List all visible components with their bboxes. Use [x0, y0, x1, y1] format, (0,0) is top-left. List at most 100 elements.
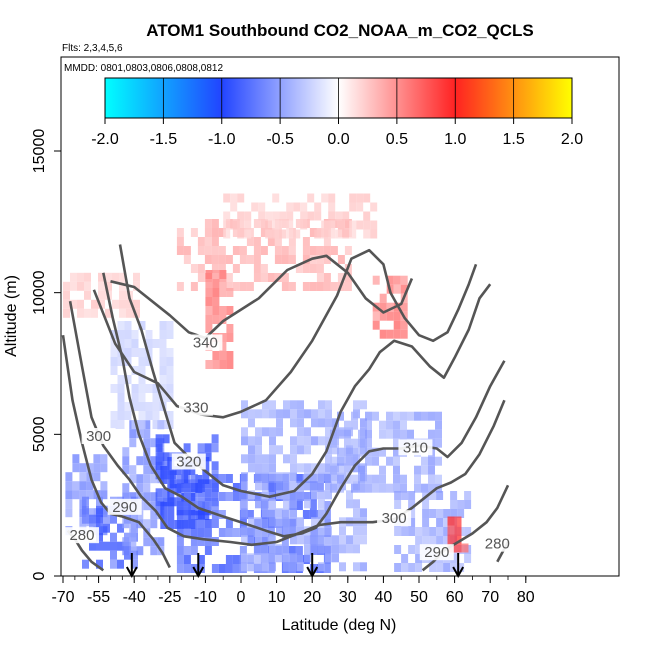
anomaly-field — [63, 193, 472, 573]
contour-label-300: 300 — [382, 510, 407, 527]
anomaly-cell — [351, 420, 358, 430]
anomaly-cell — [330, 438, 337, 448]
anomaly-cell — [72, 454, 80, 464]
anomaly-cell — [93, 454, 101, 464]
anomaly-cell — [159, 393, 167, 402]
anomaly-cell — [269, 544, 276, 554]
anomaly-cell — [176, 228, 184, 237]
anomaly-cell — [122, 465, 130, 475]
y-tick-label: 5000 — [31, 416, 48, 452]
colorbar-tick-label: 2.0 — [561, 131, 583, 148]
anomaly-cell — [82, 505, 89, 515]
contour-labels: 340 330 320 310 300 300 290 290 280 280 — [64, 334, 515, 561]
anomaly-cell — [72, 481, 80, 491]
anomaly-cell — [143, 537, 151, 547]
anomaly-cell — [260, 264, 268, 273]
anomaly-cell — [335, 229, 343, 239]
anomaly-cell — [346, 544, 353, 554]
anomaly-cell — [117, 402, 125, 411]
contour-line-340 — [110, 254, 414, 340]
anomaly-cell — [96, 523, 103, 533]
anomaly-cell — [358, 483, 365, 493]
anomaly-cell — [356, 193, 364, 203]
anomaly-cell — [91, 299, 98, 309]
anomaly-cell — [386, 483, 393, 493]
anomaly-cell — [353, 526, 360, 536]
anomaly-cell — [436, 536, 444, 545]
anomaly-cell — [225, 282, 233, 291]
anomaly-cell — [260, 228, 268, 237]
anomaly-cell — [110, 420, 118, 429]
anomaly-cell — [93, 472, 101, 482]
anomaly-cell — [255, 553, 262, 563]
anomaly-cell — [447, 516, 455, 526]
anomaly-cell — [253, 255, 261, 264]
anomaly-cell — [337, 474, 344, 484]
anomaly-cell — [272, 193, 280, 203]
anomaly-cell — [393, 329, 401, 339]
anomaly-cell — [436, 518, 444, 527]
anomaly-cell — [365, 429, 372, 439]
anomaly-cell — [304, 499, 311, 509]
anomaly-cell — [122, 483, 130, 493]
anomaly-cell — [394, 545, 402, 554]
anomaly-cell — [119, 299, 126, 309]
anomaly-cell — [223, 193, 231, 203]
colorbar-tick-label: 1.5 — [503, 131, 525, 148]
anomaly-cell — [117, 393, 125, 402]
anomaly-cell — [330, 246, 338, 255]
anomaly-cell — [232, 483, 240, 492]
anomaly-cell — [218, 510, 226, 519]
anomaly-cell — [176, 555, 184, 564]
anomaly-cell — [237, 220, 245, 230]
anomaly-cell — [325, 454, 332, 464]
anomaly-cell — [408, 527, 416, 536]
anomaly-cell — [300, 211, 308, 221]
anomaly-cell — [166, 348, 174, 357]
anomaly-cell — [408, 500, 416, 509]
anomaly-cell — [232, 246, 240, 255]
red-anomaly-region — [223, 193, 378, 239]
anomaly-cell — [328, 202, 336, 212]
anomaly-cell — [464, 527, 472, 536]
anomaly-cell — [219, 288, 227, 297]
anomaly-cell — [166, 375, 174, 384]
anomaly-cell — [379, 302, 387, 312]
anomaly-cell — [342, 211, 350, 221]
anomaly-cell — [211, 434, 219, 444]
anomaly-cell — [269, 499, 276, 509]
anomaly-cell — [302, 510, 310, 519]
anomaly-cell — [269, 535, 276, 545]
anomaly-cell — [72, 463, 80, 473]
anomaly-cell — [241, 508, 248, 518]
anomaly-cell — [290, 481, 297, 491]
anomaly-cell — [400, 275, 408, 285]
anomaly-cell — [316, 246, 324, 255]
anomaly-cell — [286, 211, 294, 221]
anomaly-cell — [344, 219, 352, 228]
anomaly-cell — [176, 546, 184, 555]
anomaly-cell — [309, 246, 317, 255]
anomaly-cell — [129, 438, 137, 448]
anomaly-cell — [212, 315, 220, 324]
anomaly-cell — [183, 443, 191, 453]
anomaly-cell — [124, 402, 132, 411]
anomaly-cell — [304, 553, 311, 563]
anomaly-cell — [212, 360, 220, 369]
anomaly-cell — [176, 501, 184, 510]
anomaly-cell — [174, 466, 182, 475]
anomaly-cell — [283, 517, 290, 527]
anomaly-cell — [72, 490, 80, 500]
chart-title: ATOM1 Southbound CO2_NOAA_m_CO2_QCLS — [146, 21, 534, 40]
anomaly-cell — [353, 499, 360, 509]
anomaly-cell — [408, 545, 416, 554]
anomaly-cell — [450, 509, 458, 518]
anomaly-cell — [188, 466, 196, 475]
anomaly-cell — [241, 535, 248, 545]
anomaly-cell — [143, 420, 151, 430]
anomaly-cell — [197, 483, 205, 492]
anomaly-cell — [230, 220, 238, 230]
anomaly-cell — [414, 411, 421, 421]
anomaly-cell — [351, 411, 358, 421]
anomaly-cell — [205, 306, 213, 315]
